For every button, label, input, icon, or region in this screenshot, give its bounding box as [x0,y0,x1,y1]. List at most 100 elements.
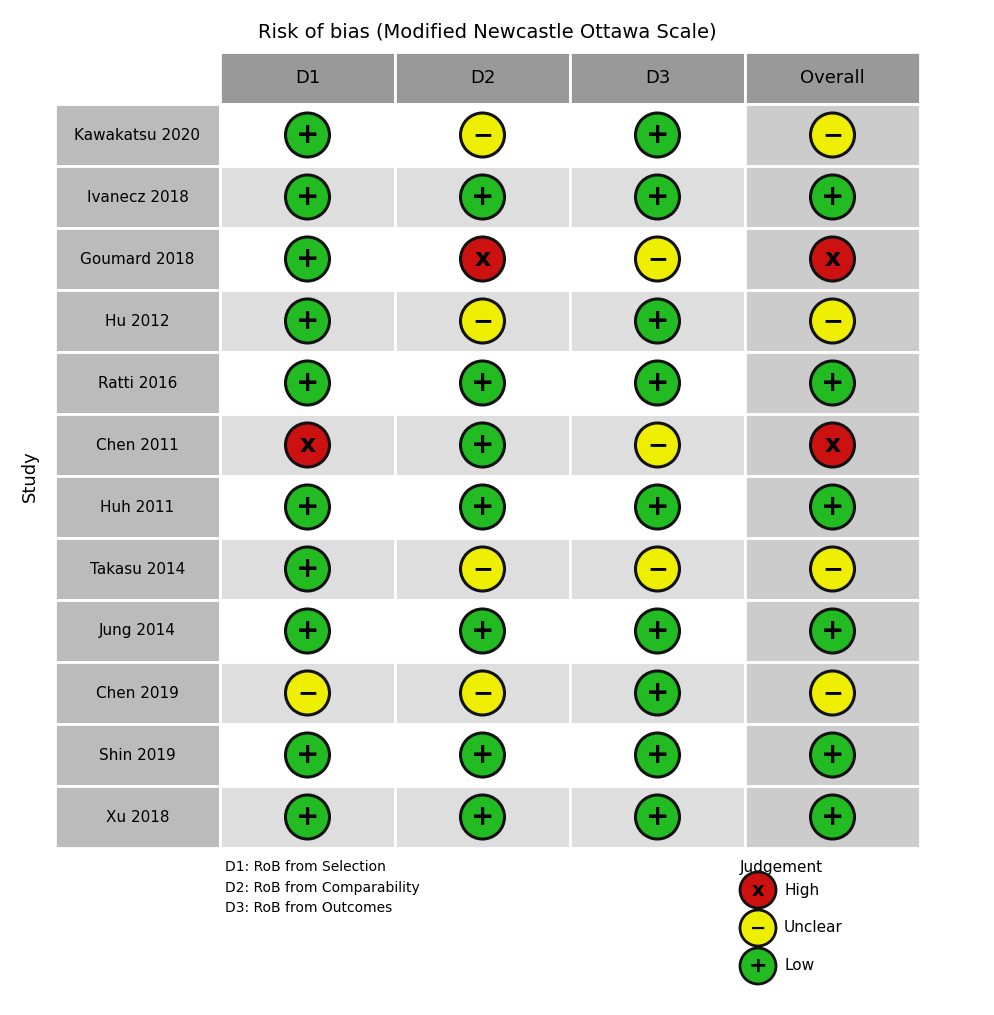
Bar [745,724,919,786]
Bar [745,166,919,228]
Bar [570,786,745,848]
Circle shape [635,299,679,343]
Bar [395,352,570,414]
Circle shape [285,236,329,281]
Bar [745,414,919,476]
Circle shape [740,910,775,946]
Circle shape [285,733,329,777]
Text: +: + [295,555,319,583]
Circle shape [635,236,679,281]
Text: +: + [470,183,494,211]
Text: +: + [295,307,319,335]
Circle shape [810,671,854,715]
Circle shape [460,423,504,467]
Bar [570,476,745,538]
Text: −: − [646,247,667,271]
Text: −: − [646,433,667,457]
Text: +: + [295,245,319,273]
Circle shape [635,733,679,777]
Bar [55,166,220,228]
Bar [395,290,570,352]
Bar [570,538,745,600]
Bar [55,786,220,848]
Circle shape [635,113,679,157]
Bar [570,166,745,228]
Text: Overall: Overall [799,69,864,87]
Bar [220,662,395,724]
Bar [570,104,745,166]
Bar [745,52,919,104]
Text: +: + [470,493,494,521]
Text: +: + [470,369,494,397]
Circle shape [810,609,854,653]
Circle shape [810,423,854,467]
Bar [55,662,220,724]
Text: Xu 2018: Xu 2018 [105,810,169,824]
Text: +: + [470,617,494,645]
Bar [570,724,745,786]
Bar [745,662,919,724]
Circle shape [810,113,854,157]
Text: x: x [750,880,763,899]
Circle shape [810,299,854,343]
Text: −: − [471,123,492,147]
Bar [570,228,745,290]
Bar [745,228,919,290]
Text: +: + [645,493,669,521]
Circle shape [635,175,679,219]
Text: −: − [821,309,842,333]
Circle shape [810,547,854,591]
Circle shape [635,423,679,467]
Bar [395,414,570,476]
Circle shape [635,361,679,405]
Bar [220,104,395,166]
Bar [220,476,395,538]
Bar [55,104,220,166]
Bar [395,52,570,104]
Circle shape [460,485,504,529]
Text: x: x [474,247,490,271]
Text: D1: D1 [294,69,320,87]
Text: +: + [645,121,669,149]
Bar [745,786,919,848]
Circle shape [460,175,504,219]
Text: D1: RoB from Selection
D2: RoB from Comparability
D3: RoB from Outcomes: D1: RoB from Selection D2: RoB from Comp… [225,860,419,916]
Circle shape [460,733,504,777]
Circle shape [460,299,504,343]
Text: −: − [821,681,842,705]
Circle shape [285,423,329,467]
Circle shape [635,671,679,715]
Bar [220,228,395,290]
Bar [395,166,570,228]
Bar [220,166,395,228]
Bar [745,352,919,414]
Circle shape [285,795,329,839]
Circle shape [810,485,854,529]
Text: +: + [295,121,319,149]
Text: −: − [471,681,492,705]
Text: −: − [471,309,492,333]
Bar [55,538,220,600]
Circle shape [635,795,679,839]
Bar [570,352,745,414]
Text: +: + [295,369,319,397]
Bar [570,600,745,662]
Text: Goumard 2018: Goumard 2018 [81,252,195,267]
Circle shape [285,175,329,219]
Bar [395,786,570,848]
Text: Takasu 2014: Takasu 2014 [89,561,185,577]
Text: High: High [783,882,818,897]
Text: −: − [471,557,492,581]
Circle shape [635,609,679,653]
Text: Judgement: Judgement [740,860,822,875]
Text: Study: Study [21,450,39,501]
Text: −: − [821,557,842,581]
Text: +: + [295,617,319,645]
Bar [55,476,220,538]
Circle shape [460,361,504,405]
Bar [745,538,919,600]
Circle shape [460,609,504,653]
Circle shape [460,236,504,281]
Circle shape [810,733,854,777]
Bar [570,414,745,476]
